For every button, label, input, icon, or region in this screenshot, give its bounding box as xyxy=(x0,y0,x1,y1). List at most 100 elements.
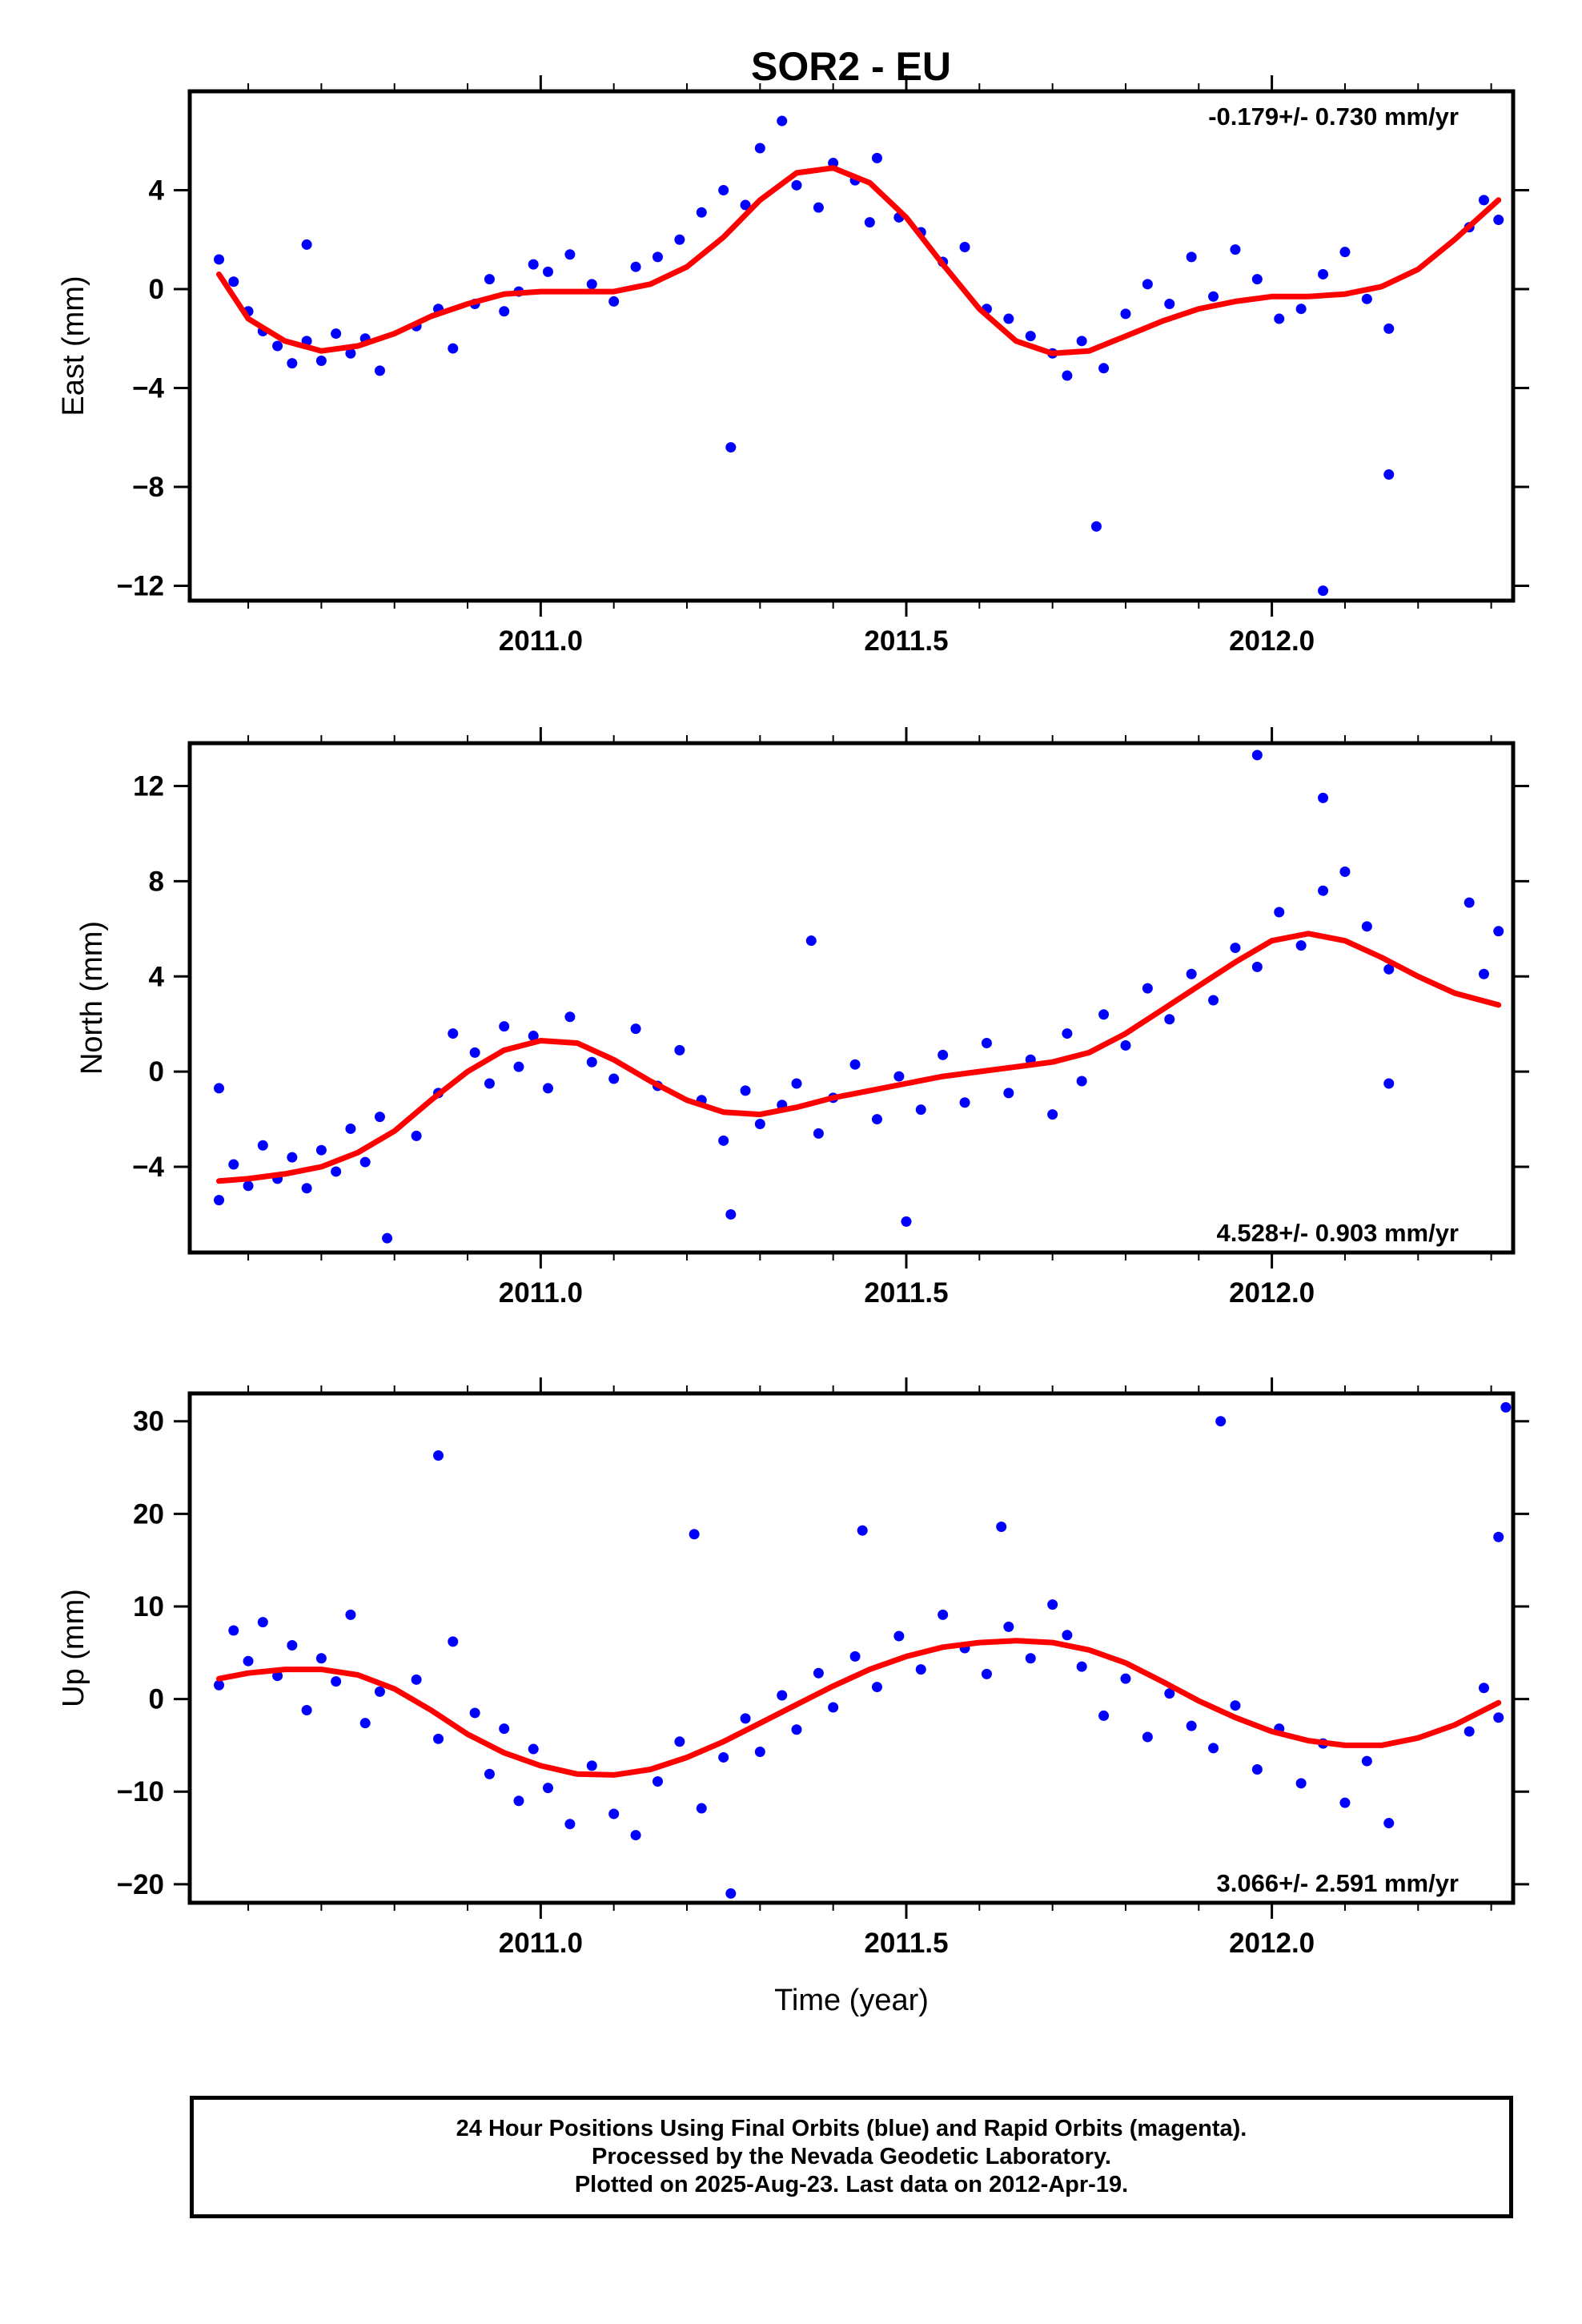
north-data-point xyxy=(315,1144,327,1156)
east-data-point xyxy=(740,199,751,211)
up-data-point xyxy=(374,1686,385,1697)
north-data-point xyxy=(1098,1009,1110,1020)
east-data-point xyxy=(864,217,875,228)
up-data-point xyxy=(1076,1661,1087,1672)
up-data-point xyxy=(484,1768,495,1779)
north-frame xyxy=(187,741,1516,1255)
north-data-point xyxy=(1493,926,1504,937)
up-data-point xyxy=(696,1803,707,1814)
up-data-point xyxy=(938,1609,949,1620)
east-data-point xyxy=(1098,363,1110,374)
up-x-tick-label: 2012.0 xyxy=(1229,1928,1315,1959)
up-data-point xyxy=(257,1617,268,1628)
east-data-point xyxy=(725,442,737,453)
up-data-point xyxy=(469,1707,480,1719)
north-data-point xyxy=(448,1028,459,1039)
north-y-tick-label: 0 xyxy=(149,1056,164,1088)
north-data-point xyxy=(359,1156,371,1168)
up-fit-line xyxy=(216,1638,1502,1778)
east-data-point xyxy=(499,306,510,317)
north-data-point xyxy=(1464,897,1475,908)
up-data-point xyxy=(1186,1720,1197,1731)
up-panel: 2011.0 2011.5 2012.0 −20 −10 0 10 20 30 Up (mm) 3.… xyxy=(57,1377,1529,2017)
north-data-point xyxy=(893,1071,905,1082)
north-data-point xyxy=(1318,792,1329,803)
east-data-point xyxy=(959,242,970,253)
up-data-point xyxy=(345,1609,356,1620)
east-data-point xyxy=(542,266,553,277)
up-rate-label: 3.066+/- 2.591 mm/yr xyxy=(1217,1869,1459,1897)
up-data-point xyxy=(1062,1630,1073,1641)
north-data-point xyxy=(1186,968,1197,979)
north-data-point xyxy=(1339,866,1351,877)
footer-line-2: Processed by the Nevada Geodetic Laborat… xyxy=(592,2144,1111,2169)
north-data-point xyxy=(871,1114,882,1125)
east-data-point xyxy=(1208,291,1219,302)
east-data-point xyxy=(1318,585,1329,597)
up-data-point xyxy=(542,1783,553,1794)
east-data-point xyxy=(1230,244,1241,255)
up-data-point xyxy=(228,1625,239,1636)
north-data-point xyxy=(331,1166,342,1177)
up-data-point xyxy=(1361,1755,1372,1767)
up-data-point xyxy=(1493,1712,1504,1723)
east-data-point xyxy=(696,207,707,218)
north-data-point xyxy=(301,1183,312,1194)
east-data-point xyxy=(1090,521,1102,532)
up-data-point xyxy=(813,1667,824,1679)
north-y-tick-label: 8 xyxy=(149,866,164,897)
east-x-tick-label: 2012.0 xyxy=(1229,625,1315,657)
north-data-point xyxy=(608,1073,620,1084)
east-data-point xyxy=(791,179,802,191)
up-data-point xyxy=(1251,1763,1263,1775)
north-data-point xyxy=(1361,921,1372,932)
north-data-point xyxy=(586,1056,597,1068)
east-data-point xyxy=(528,259,539,270)
east-y-tick-label: −12 xyxy=(117,570,164,601)
north-data-point xyxy=(528,1031,539,1042)
up-data-point xyxy=(871,1682,882,1693)
north-data-point xyxy=(805,935,817,947)
up-data-point xyxy=(849,1651,861,1662)
east-y-axis-label: East (mm) xyxy=(57,275,90,416)
north-data-point xyxy=(484,1078,495,1089)
up-data-point xyxy=(214,1679,225,1691)
east-data-point xyxy=(718,184,729,195)
up-data-point xyxy=(689,1529,700,1540)
up-data-point xyxy=(915,1664,926,1675)
north-data-point xyxy=(1047,1109,1058,1120)
up-data-point xyxy=(630,1830,641,1841)
north-panel: 2011.0 2011.5 2012.0 −4 0 4 8 12 North (mm) 4.528… xyxy=(75,727,1529,1309)
north-y-tick-label: 12 xyxy=(133,770,164,802)
east-data-point xyxy=(1318,268,1329,279)
east-data-point xyxy=(1383,469,1395,480)
north-data-point xyxy=(345,1123,356,1134)
north-data-point xyxy=(1383,1078,1395,1089)
east-data-point xyxy=(608,296,620,307)
north-data-point xyxy=(228,1159,239,1170)
up-data-point xyxy=(652,1776,663,1787)
north-y-tick-label: 4 xyxy=(149,961,165,992)
east-data xyxy=(214,115,1504,597)
east-data-point xyxy=(1493,215,1504,226)
north-data-point xyxy=(630,1023,641,1035)
north-data-point xyxy=(287,1152,298,1163)
up-data-point xyxy=(608,1808,620,1819)
north-data-point xyxy=(915,1104,926,1116)
east-data-point xyxy=(301,239,312,250)
up-data-point xyxy=(754,1747,765,1758)
east-data-point xyxy=(484,274,495,285)
north-y-axis-label: North (mm) xyxy=(75,921,109,1075)
east-data-point xyxy=(1478,195,1489,206)
north-data-point xyxy=(499,1021,510,1032)
east-data-point xyxy=(1251,274,1263,285)
north-data-point xyxy=(813,1128,824,1139)
up-data-point xyxy=(1295,1778,1307,1789)
up-data-point xyxy=(272,1671,283,1682)
up-y-tick-label: 20 xyxy=(133,1498,164,1530)
up-data-point xyxy=(1339,1797,1351,1808)
east-frame xyxy=(187,89,1516,603)
east-data-point xyxy=(1003,313,1014,324)
up-data-point xyxy=(791,1724,802,1735)
